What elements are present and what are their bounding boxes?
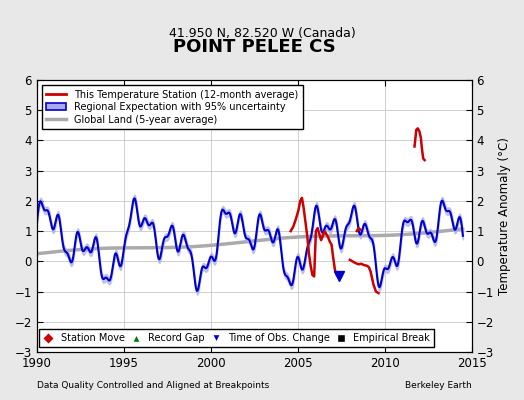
Text: Berkeley Earth: Berkeley Earth xyxy=(405,381,472,390)
Text: Data Quality Controlled and Aligned at Breakpoints: Data Quality Controlled and Aligned at B… xyxy=(37,381,269,390)
Legend: Station Move, Record Gap, Time of Obs. Change, Empirical Break: Station Move, Record Gap, Time of Obs. C… xyxy=(39,329,434,347)
Y-axis label: Temperature Anomaly (°C): Temperature Anomaly (°C) xyxy=(498,137,511,295)
Text: 41.950 N, 82.520 W (Canada): 41.950 N, 82.520 W (Canada) xyxy=(169,28,355,40)
Title: POINT PELEE CS: POINT PELEE CS xyxy=(173,38,335,56)
